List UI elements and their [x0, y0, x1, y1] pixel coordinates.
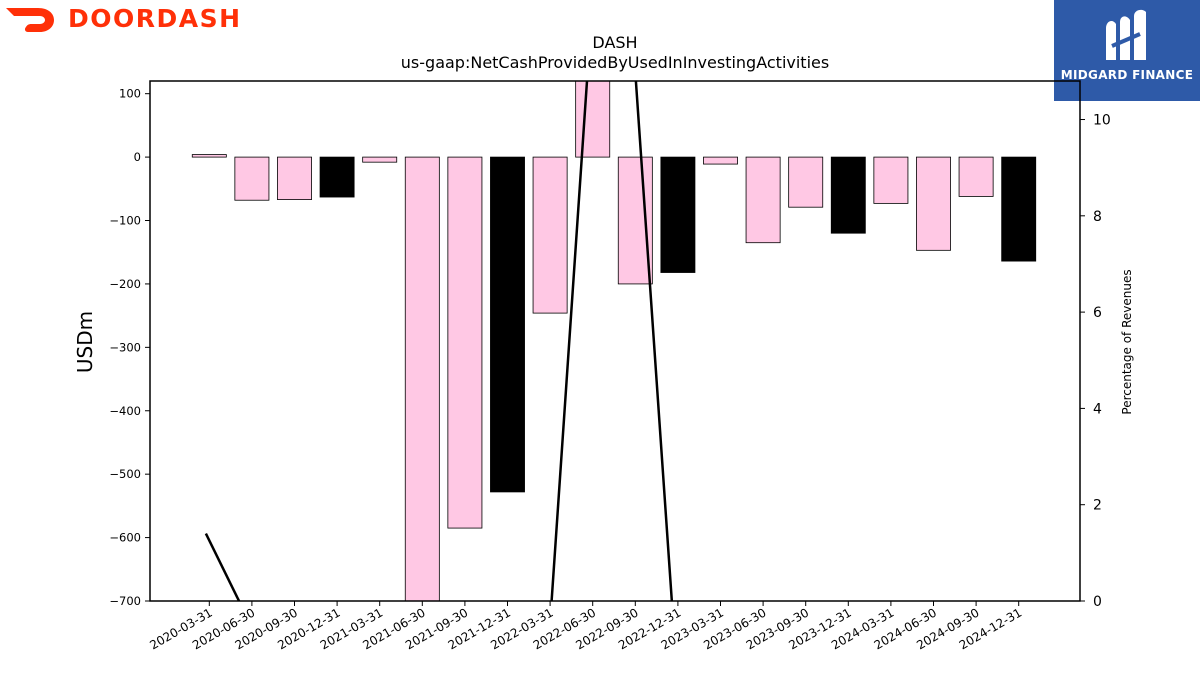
y-tick-label: 100 [119, 87, 141, 101]
bar-2023-12-31 [830, 156, 866, 234]
bar-2021-09-30 [447, 156, 483, 529]
y2-tick-label: 8 [1093, 209, 1102, 225]
bar-2023-09-30 [788, 156, 824, 208]
y-tick-label: −100 [109, 214, 141, 228]
plot-frame [149, 80, 1081, 602]
bar-2020-12-31 [319, 156, 355, 198]
y-axis-label: USDm [73, 311, 97, 373]
ratio-line [550, 81, 674, 601]
bar-2021-12-31 [490, 156, 525, 493]
bar-2020-09-30 [277, 156, 312, 200]
bar-2024-06-30 [916, 156, 951, 251]
bar-2022-12-31 [660, 156, 696, 273]
y2-tick-label: 0 [1093, 594, 1102, 610]
bar-2023-06-30 [745, 156, 781, 244]
y-tick-label: −400 [109, 404, 141, 418]
bar-2024-12-31 [1001, 156, 1037, 262]
midgard-m-icon [1106, 9, 1146, 60]
y-axis: 100 0 −100 −200 −300 −400 −500 −600 −700 [109, 87, 150, 608]
chart-subtitle: us-gaap:NetCashProvidedByUsedInInvesting… [401, 53, 829, 72]
y2-tick-label: 6 [1093, 305, 1102, 321]
bar-2020-03-31 [191, 154, 227, 158]
bar-2023-03-31 [703, 156, 738, 165]
y-tick-label: 0 [134, 150, 141, 164]
doordash-logo: DOORDASH [4, 3, 244, 35]
midgard-finance-logo: MIDGARD FINANCE [1054, 0, 1200, 101]
y-tick-label: −500 [109, 467, 141, 481]
ratio-line [204, 533, 241, 601]
y2-tick-label: 2 [1093, 498, 1102, 514]
y-tick-label: −200 [109, 277, 141, 291]
bar-2021-03-31 [362, 156, 398, 163]
doordash-wordmark: DOORDASH [68, 4, 242, 33]
bar-2022-09-30 [617, 156, 653, 285]
y-tick-label: −300 [109, 340, 141, 354]
bar-2024-09-30 [958, 156, 994, 197]
chart-title: DASH [592, 33, 637, 52]
y-tick-label: −700 [109, 594, 141, 608]
x-axis: 2020-03-312020-06-302020-09-302020-12-31… [147, 601, 1024, 652]
y2-axis-label: Percentage of Revenues [1120, 269, 1134, 414]
bar-2020-06-30 [234, 156, 270, 201]
midgard-wordmark: MIDGARD FINANCE [1060, 68, 1194, 82]
doordash-dash-icon [6, 8, 54, 32]
bar-2021-06-30 [404, 156, 440, 601]
y2-axis: 0 2 4 6 8 10 [1080, 113, 1111, 610]
y-tick-label: −600 [109, 531, 141, 545]
bar-2022-06-30 [575, 81, 611, 158]
bar-2022-03-31 [532, 156, 568, 314]
ratio-line-group [204, 81, 674, 601]
bar-2024-03-31 [873, 156, 909, 204]
y2-tick-label: 10 [1093, 113, 1111, 129]
bars-group [191, 81, 1037, 601]
y2-tick-label: 4 [1093, 401, 1102, 417]
